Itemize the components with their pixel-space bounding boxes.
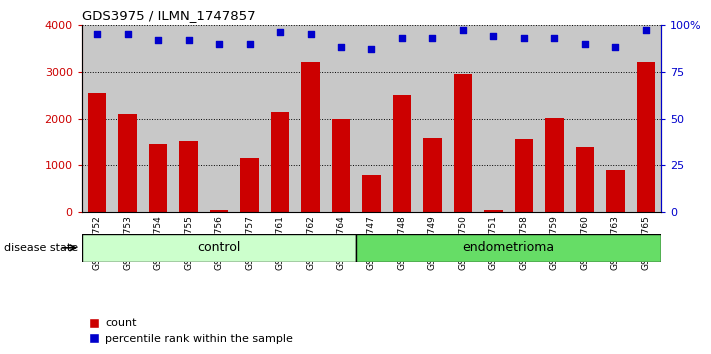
Point	[549, 35, 560, 41]
Point	[152, 37, 164, 42]
Bar	[149, 144, 167, 212]
Bar	[545, 118, 564, 212]
Bar	[576, 147, 594, 212]
Point	[244, 41, 255, 46]
Point	[274, 29, 286, 35]
Bar	[484, 210, 503, 212]
Bar	[179, 141, 198, 212]
Bar	[88, 93, 106, 212]
Text: endometrioma: endometrioma	[463, 241, 555, 254]
Text: GDS3975 / ILMN_1747857: GDS3975 / ILMN_1747857	[82, 9, 255, 22]
Text: disease state: disease state	[4, 243, 77, 253]
Point	[427, 35, 438, 41]
Point	[91, 31, 102, 37]
Point	[122, 31, 133, 37]
Point	[213, 41, 225, 46]
Bar	[356, 234, 661, 262]
Point	[641, 28, 652, 33]
Point	[183, 37, 194, 42]
Point	[336, 45, 347, 50]
Text: control: control	[198, 241, 241, 254]
Bar	[210, 210, 228, 212]
Bar	[454, 74, 472, 212]
Bar	[271, 112, 289, 212]
Point	[457, 28, 469, 33]
Bar	[332, 119, 350, 212]
Bar	[240, 159, 259, 212]
Point	[488, 33, 499, 39]
Point	[396, 35, 407, 41]
Bar	[423, 138, 442, 212]
Point	[305, 31, 316, 37]
Bar	[606, 170, 625, 212]
Point	[610, 45, 621, 50]
Point	[365, 46, 377, 52]
Bar	[82, 234, 356, 262]
Point	[579, 41, 591, 46]
Point	[518, 35, 530, 41]
Bar	[363, 175, 380, 212]
Legend: count, percentile rank within the sample: count, percentile rank within the sample	[84, 314, 297, 348]
Bar	[118, 114, 137, 212]
Bar	[301, 62, 320, 212]
Bar	[515, 139, 533, 212]
Bar	[393, 95, 411, 212]
Bar	[637, 62, 655, 212]
